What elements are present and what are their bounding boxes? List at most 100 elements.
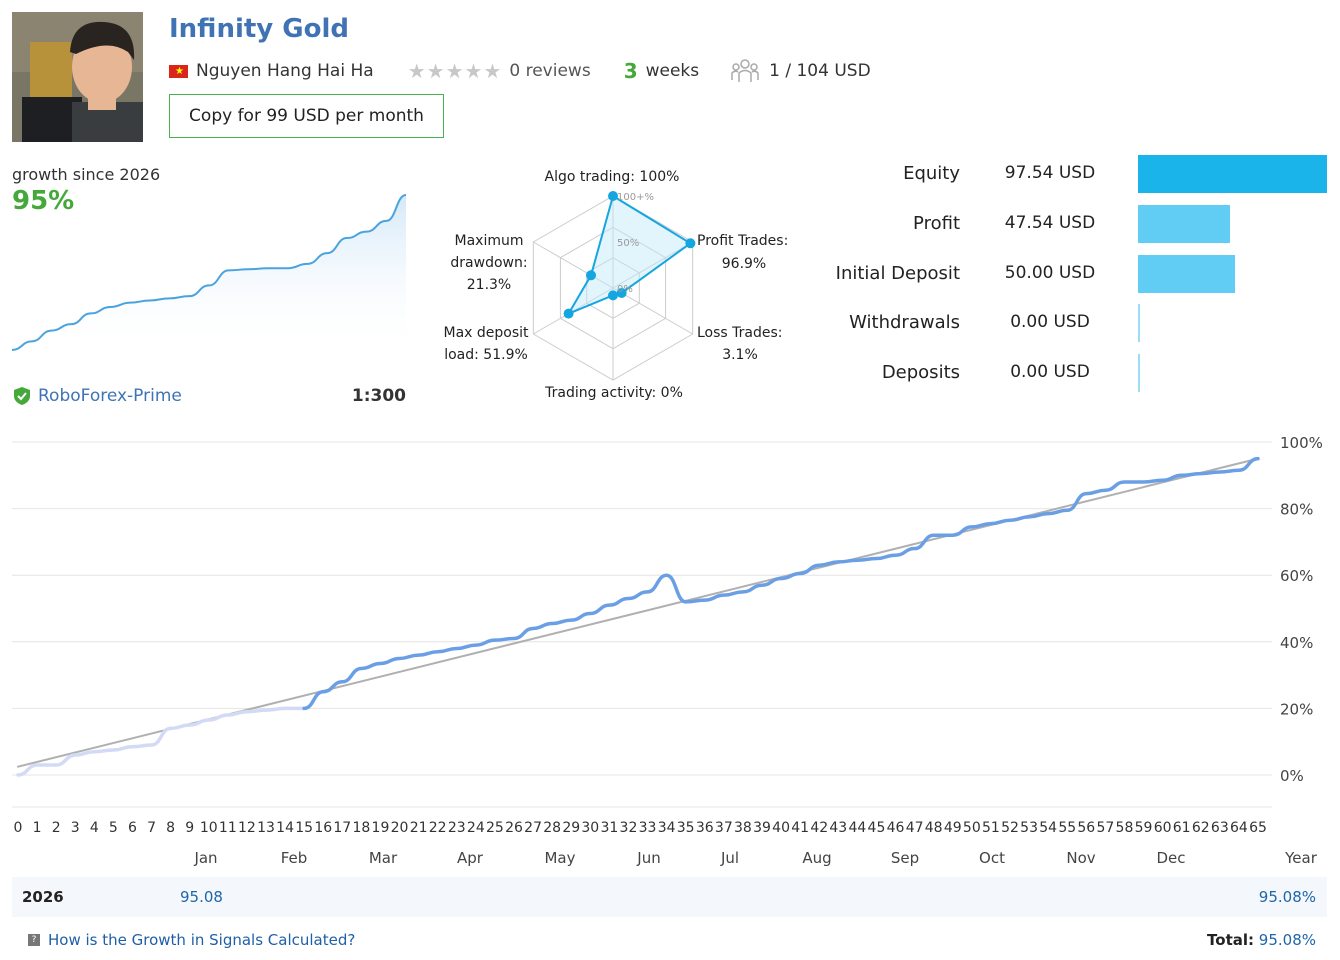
series-growth	[302, 456, 1260, 711]
x-tick-label: 54	[1039, 820, 1057, 836]
x-tick-label: 15	[295, 820, 313, 836]
series-growth-history	[16, 706, 306, 777]
x-tick-label: 5	[109, 820, 118, 836]
x-tick-label: 11	[219, 820, 237, 836]
copy-signal-button[interactable]: Copy for 99 USD per month	[169, 94, 444, 138]
x-tick-label: 53	[1020, 820, 1038, 836]
month-label: May	[544, 849, 575, 867]
x-tick-label: 34	[658, 820, 676, 836]
radar-point-load[interactable]	[563, 308, 574, 319]
x-tick-label: 47	[906, 820, 924, 836]
broker-link[interactable]: RoboForex-Prime	[12, 386, 182, 406]
total-growth: Total: 95.08%	[1120, 931, 1316, 949]
stat-label: Deposits	[881, 362, 960, 383]
x-tick-label: 20	[391, 820, 409, 836]
x-tick-label: 44	[848, 820, 866, 836]
radar-chart: 100+% 50% 0% Algo trading: 100% Profit T…	[443, 169, 788, 401]
stat-label: Profit	[913, 213, 960, 234]
x-tick-label: 28	[543, 820, 561, 836]
x-tick-label: 60	[1154, 820, 1172, 836]
chart-gridlines	[12, 441, 1272, 808]
broker-name[interactable]: RoboForex-Prime	[38, 386, 182, 406]
x-tick-label: 42	[810, 820, 828, 836]
x-tick-label: 14	[276, 820, 294, 836]
radar-label-algo: Algo trading: 100%	[545, 169, 680, 185]
x-tick-label: 3	[71, 820, 80, 836]
radar-axis	[533, 241, 614, 289]
star-icon: ★	[426, 59, 445, 83]
growth-faq-link[interactable]: ? How is the Growth in Signals Calculate…	[28, 931, 355, 949]
radar-axis	[612, 241, 693, 289]
avatar-illustration	[12, 12, 143, 142]
radar-label-dd-3: 21.3%	[467, 277, 511, 293]
x-tick-label: 65	[1249, 820, 1267, 836]
radar-point-profit[interactable]	[685, 238, 696, 249]
author-avatar[interactable]	[12, 12, 143, 142]
total-label: Total:	[1207, 931, 1255, 949]
chart-months: Jan Feb Mar Apr May Jun Jul Aug Sep Oct Nov Dec Year	[193, 849, 1317, 867]
reviews-count[interactable]: 0 reviews	[509, 61, 591, 81]
leverage-value: 1:300	[351, 386, 406, 406]
stat-label: Initial Deposit	[835, 263, 960, 284]
subscribers-icon	[731, 59, 759, 82]
radar-point-drawdown[interactable]	[586, 270, 597, 281]
x-tick-label: 37	[715, 820, 733, 836]
stat-value: 47.54 USD	[1004, 213, 1096, 233]
x-tick-label: 64	[1230, 820, 1248, 836]
month-label: Year	[1284, 849, 1318, 867]
x-tick-label: 25	[486, 820, 504, 836]
month-label: Nov	[1066, 849, 1095, 867]
stat-value: 97.54 USD	[1004, 163, 1096, 183]
x-tick-label: 18	[352, 820, 370, 836]
stat-value: 0.00 USD	[1010, 312, 1090, 332]
author-row: ★ Nguyen Hang Hai Ha ★ ★ ★ ★ ★ 0 reviews…	[169, 58, 871, 84]
signal-title[interactable]: Infinity Gold	[169, 14, 350, 44]
x-tick-label: 41	[791, 820, 809, 836]
radar-point-loss[interactable]	[616, 287, 627, 298]
chart-y-ticks: 100% 80% 60% 40% 20% 0%	[1280, 434, 1323, 785]
x-tick-label: 0	[14, 820, 23, 836]
stat-bar	[1138, 304, 1140, 342]
rating-stars: ★ ★ ★ ★ ★	[408, 61, 502, 81]
x-tick-label: 4	[90, 820, 99, 836]
x-tick-label: 40	[772, 820, 790, 836]
author-name[interactable]: Nguyen Hang Hai Ha	[196, 61, 374, 81]
x-tick-label: 29	[562, 820, 580, 836]
y-tick-label: 80%	[1280, 501, 1313, 519]
radar-label-activity: Trading activity: 0%	[544, 385, 683, 401]
x-tick-label: 24	[467, 820, 485, 836]
x-tick-label: 8	[166, 820, 175, 836]
x-tick-label: 46	[887, 820, 905, 836]
year-row	[12, 877, 1327, 917]
stat-bar	[1138, 354, 1140, 392]
mini-growth-chart	[12, 194, 406, 355]
stat-bar	[1138, 205, 1231, 243]
month-label: Feb	[281, 849, 308, 867]
radar-label-loss-1: Loss Trades:	[697, 325, 783, 341]
x-tick-label: 50	[963, 820, 981, 836]
stat-bar	[1138, 155, 1327, 193]
month-label: Aug	[802, 849, 831, 867]
radar-label-load-2: load: 51.9%	[444, 347, 528, 363]
x-tick-label: 38	[734, 820, 752, 836]
x-tick-label: 13	[257, 820, 275, 836]
y-tick-label: 0%	[1280, 767, 1304, 785]
star-icon: ★	[464, 59, 483, 83]
x-tick-label: 17	[333, 820, 351, 836]
month-label: Apr	[457, 849, 484, 867]
x-tick-label: 63	[1211, 820, 1229, 836]
total-value: 95.08%	[1258, 931, 1316, 949]
faq-text[interactable]: How is the Growth in Signals Calculated?	[48, 931, 356, 949]
x-tick-label: 16	[314, 820, 332, 836]
radar-ring-0: 0%	[617, 284, 633, 295]
x-tick-label: 52	[1001, 820, 1019, 836]
x-tick-label: 56	[1077, 820, 1095, 836]
weeks-label: weeks	[645, 61, 700, 81]
x-tick-label: 51	[982, 820, 1000, 836]
mini-growth-area	[12, 195, 406, 355]
radar-point-algo[interactable]	[608, 191, 618, 201]
month-label: Jun	[636, 849, 660, 867]
x-tick-label: 48	[925, 820, 943, 836]
radar-point-activity[interactable]	[608, 290, 618, 301]
x-tick-label: 2	[52, 820, 61, 836]
